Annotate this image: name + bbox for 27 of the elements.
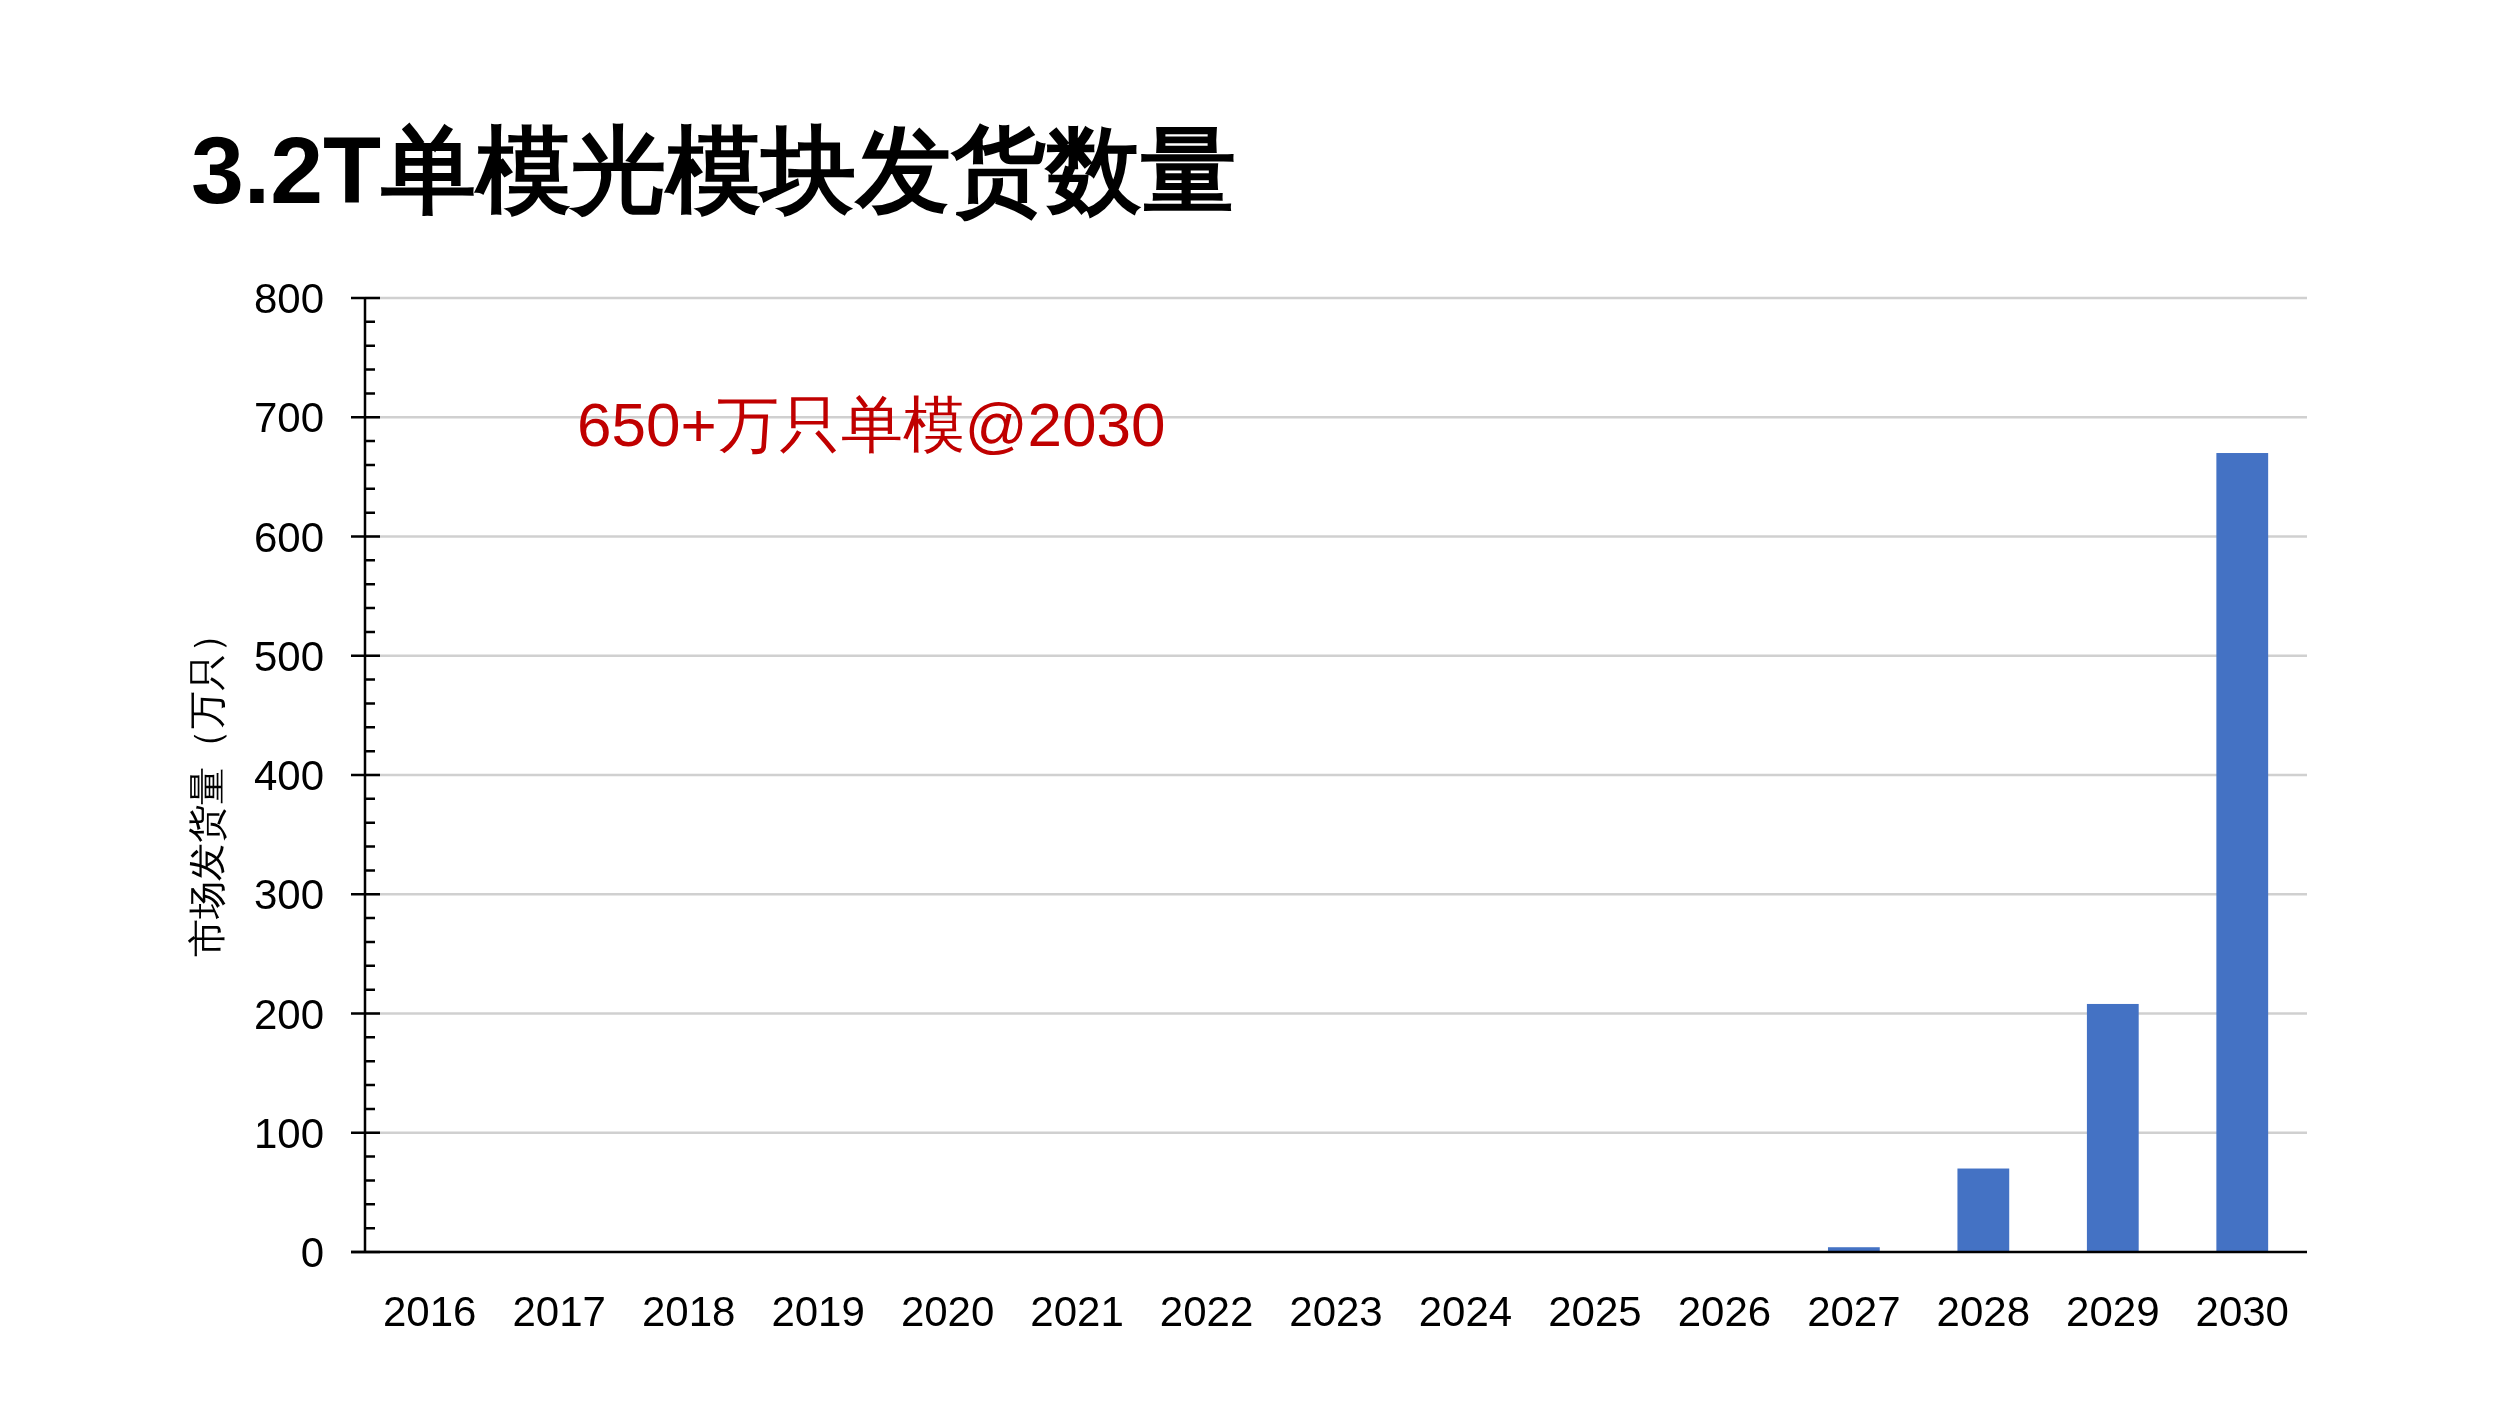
x-tick-label: 2027 bbox=[1807, 1288, 1901, 1335]
x-tick-label: 2019 bbox=[771, 1288, 865, 1335]
y-tick-label: 500 bbox=[253, 632, 324, 680]
x-tick-label: 2016 bbox=[383, 1288, 477, 1335]
y-tick-label: 800 bbox=[253, 275, 324, 322]
title: 3.2T单模光模块发货数量 bbox=[191, 117, 1237, 223]
x-tick-label: 2029 bbox=[2066, 1288, 2160, 1335]
y-tick-label: 700 bbox=[253, 394, 324, 442]
y-tick-label: 400 bbox=[253, 752, 324, 799]
x-tick-label: 2025 bbox=[1548, 1288, 1642, 1335]
x-tick-label: 2017 bbox=[512, 1288, 606, 1335]
x-tick-label: 2021 bbox=[1030, 1288, 1124, 1335]
y-tick-label: 300 bbox=[253, 871, 324, 919]
annotation: 650+万只单模@2030 bbox=[577, 390, 1166, 459]
x-tick-label: 2023 bbox=[1289, 1288, 1383, 1335]
x-tick-label: 2020 bbox=[900, 1288, 995, 1335]
x-tick-label: 2030 bbox=[2195, 1288, 2289, 1335]
y-tick-label: 200 bbox=[253, 990, 324, 1038]
x-tick-label: 2028 bbox=[1936, 1288, 2031, 1335]
x-tick-label: 2024 bbox=[1418, 1288, 1513, 1335]
x-tick-label: 2026 bbox=[1677, 1288, 1772, 1335]
y-tick-label: 600 bbox=[253, 513, 324, 561]
y-tick-label: 0 bbox=[300, 1229, 324, 1276]
x-tick-label: 2022 bbox=[1159, 1288, 1254, 1335]
x-tick-label: 2018 bbox=[641, 1288, 736, 1335]
y-tick-label: 100 bbox=[253, 1109, 324, 1157]
ylabel: 市场发货量（万只） bbox=[186, 615, 228, 957]
